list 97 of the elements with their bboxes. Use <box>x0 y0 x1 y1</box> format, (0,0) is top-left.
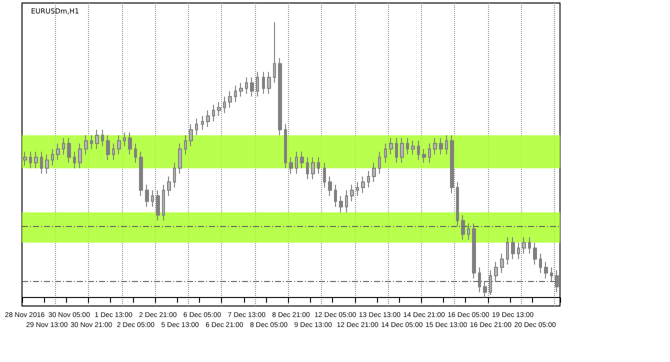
candlestick <box>273 22 276 84</box>
candlestick <box>206 110 210 128</box>
candlestick <box>500 253 504 274</box>
candlestick <box>184 134 187 155</box>
candlestick <box>367 170 370 188</box>
candlestick <box>406 137 409 155</box>
candlestick <box>195 118 198 136</box>
candlestick <box>139 151 143 196</box>
candlestick <box>389 137 393 155</box>
candlestick <box>234 85 237 103</box>
candlestick <box>300 151 304 169</box>
candlestick <box>467 222 470 240</box>
candlestick <box>483 280 487 298</box>
candlestick <box>23 151 27 166</box>
candlestick <box>173 162 176 188</box>
candlestick <box>145 184 149 208</box>
candlestick <box>323 162 326 188</box>
candlestick <box>278 58 282 136</box>
candlestick <box>306 156 309 180</box>
candlestick <box>95 129 99 150</box>
candlestick <box>350 184 354 202</box>
candlestick <box>29 151 32 169</box>
candlestick <box>45 154 49 174</box>
candlestick <box>445 134 448 155</box>
candlestick <box>550 266 553 282</box>
candlestick <box>123 132 126 147</box>
candlestick <box>289 156 293 174</box>
candlestick <box>151 190 154 208</box>
candlestick <box>217 102 221 116</box>
candlestick <box>223 96 226 114</box>
candlestick <box>334 184 337 208</box>
candlestick <box>472 222 476 279</box>
candlestick <box>90 134 93 150</box>
candlestick <box>422 148 426 164</box>
candlestick <box>117 134 121 155</box>
candlestick <box>384 142 387 164</box>
candlestick <box>433 137 437 155</box>
candlestick <box>62 137 65 155</box>
candlestick <box>461 214 465 240</box>
candlestick <box>262 71 265 94</box>
candlestick <box>212 104 215 122</box>
candlestick <box>328 176 332 196</box>
candlestick <box>228 90 232 108</box>
candlestick <box>73 151 76 169</box>
candlestick <box>361 176 365 194</box>
candlestick <box>51 148 54 166</box>
candlestick <box>106 134 110 161</box>
candlestick <box>528 236 531 254</box>
candlestick <box>356 182 359 196</box>
candlestick <box>295 151 298 174</box>
candlestick <box>112 142 115 161</box>
candlestick <box>400 137 404 164</box>
candlestick <box>378 151 381 174</box>
candlestick <box>456 182 459 227</box>
candlestick <box>134 142 137 164</box>
candlestick <box>478 266 481 293</box>
candlestick <box>522 236 526 254</box>
candlestick <box>517 242 520 260</box>
candlestick <box>101 129 104 147</box>
candlestick <box>189 124 193 147</box>
candlestick <box>128 132 132 155</box>
candlestick <box>439 137 443 155</box>
candlestick <box>284 124 287 169</box>
candlestick <box>539 253 542 274</box>
candlestick <box>511 236 515 260</box>
candlestick <box>156 190 160 222</box>
candlestick <box>506 236 509 266</box>
candlestick <box>201 115 204 130</box>
candlestick <box>345 190 348 213</box>
candlestick <box>40 151 43 174</box>
candlestick <box>428 142 431 164</box>
candlestick <box>489 270 492 296</box>
candlestick <box>417 140 420 161</box>
candlestick <box>311 156 315 180</box>
candlestick <box>34 151 38 169</box>
candlestick <box>250 76 254 98</box>
candlestick <box>84 134 88 155</box>
candlestick <box>162 184 165 222</box>
candlestick <box>78 142 82 169</box>
candlestick <box>450 134 454 194</box>
candlestick <box>494 261 498 282</box>
candlestick <box>67 137 71 164</box>
candlestick <box>178 142 182 174</box>
candlestick <box>395 137 398 164</box>
candlestick <box>239 82 243 98</box>
candlestick <box>372 162 376 183</box>
candlestick <box>56 142 60 161</box>
candlestick <box>267 71 271 94</box>
candlestick <box>317 156 320 174</box>
candlestick <box>339 195 343 213</box>
candlestick <box>256 71 259 98</box>
candlestick <box>533 242 537 266</box>
candlestick <box>245 76 248 94</box>
candlestick <box>411 140 415 155</box>
candlestick <box>167 176 171 196</box>
candlestick <box>555 270 559 293</box>
candlestick <box>544 261 548 279</box>
